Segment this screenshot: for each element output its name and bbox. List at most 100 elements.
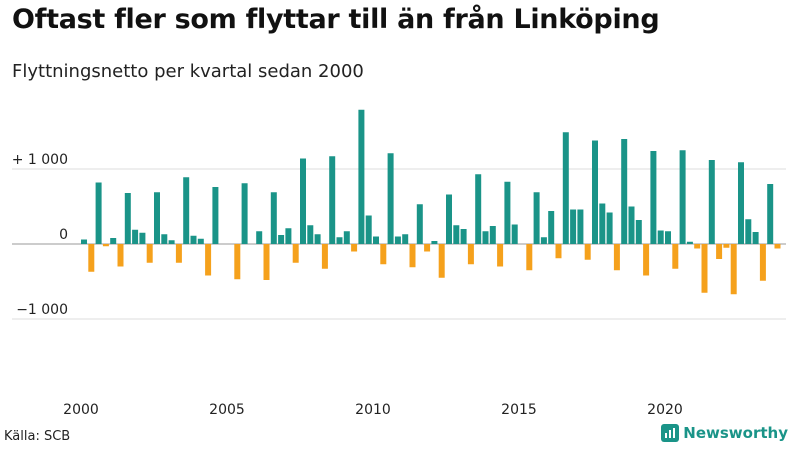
bar	[351, 244, 358, 252]
bar	[285, 228, 292, 244]
bar	[621, 139, 628, 244]
bar	[431, 241, 438, 244]
bar	[504, 181, 511, 244]
bar	[234, 244, 241, 280]
bar	[380, 244, 387, 265]
bar	[482, 231, 489, 244]
bar	[701, 244, 708, 293]
bar	[336, 237, 343, 244]
bar	[124, 193, 131, 244]
bar	[745, 219, 752, 244]
bar	[606, 212, 613, 244]
y-tick-label: 0	[59, 227, 68, 243]
bar	[446, 194, 452, 244]
bar	[577, 209, 584, 244]
bar	[489, 226, 496, 244]
bar	[394, 236, 401, 244]
bar	[438, 244, 445, 278]
bar	[197, 238, 204, 244]
x-tick-label: 2000	[63, 402, 99, 418]
bar	[686, 241, 693, 244]
bar	[416, 204, 423, 244]
bar	[314, 234, 321, 244]
x-axis-labels: 2000 2005 2010 2015 2020	[63, 402, 683, 418]
bar	[584, 244, 591, 260]
bar	[161, 234, 168, 244]
bar	[511, 224, 518, 244]
bar	[95, 182, 102, 244]
bar	[321, 244, 328, 269]
bar	[139, 232, 146, 244]
y-tick-label: + 1 000	[12, 152, 68, 168]
bar	[774, 244, 781, 249]
bar	[365, 215, 372, 244]
bar	[460, 229, 467, 244]
bar	[88, 244, 95, 272]
bar	[679, 150, 686, 244]
bar	[665, 231, 671, 244]
bar	[278, 235, 285, 244]
bar	[752, 232, 759, 244]
x-tick-label: 2015	[501, 402, 537, 418]
bar	[548, 211, 555, 244]
bar	[570, 209, 577, 244]
bar	[205, 244, 212, 276]
bar	[329, 156, 336, 244]
chart-subtitle: Flyttningsnetto per kvartal sedan 2000	[12, 61, 364, 82]
x-tick-label: 2005	[209, 402, 245, 418]
bar	[102, 244, 109, 247]
bar	[300, 158, 306, 244]
bar	[343, 231, 350, 244]
y-axis-labels: + 1 000 0 −1 000	[12, 152, 68, 318]
bar	[716, 244, 723, 259]
bar	[497, 244, 504, 267]
bar	[154, 192, 160, 244]
y-tick-label: −1 000	[16, 302, 68, 318]
bar	[657, 230, 664, 244]
bar	[672, 244, 679, 269]
bar	[694, 244, 701, 249]
bar	[292, 244, 299, 263]
bar	[117, 244, 124, 267]
bar	[358, 109, 365, 244]
bar	[526, 244, 533, 271]
bar	[270, 192, 277, 244]
bar	[307, 225, 314, 244]
bar	[81, 239, 87, 244]
brand-name: Newsworthy	[683, 424, 788, 442]
bar	[424, 244, 431, 252]
bar	[256, 231, 263, 244]
bar	[533, 192, 540, 244]
chart-title: Oftast fler som flyttar till än från Lin…	[12, 4, 660, 35]
bar	[562, 132, 569, 244]
bar-chart: + 1 000 0 −1 000 2000 2005 2010 2015 2020	[12, 109, 786, 418]
bar	[183, 177, 190, 244]
bar	[635, 220, 642, 244]
bar	[402, 234, 409, 244]
bar	[730, 244, 737, 295]
source-label: Källa: SCB	[4, 429, 71, 444]
bar	[613, 244, 620, 271]
bar	[475, 174, 482, 244]
bar	[540, 237, 547, 244]
bar	[190, 235, 197, 244]
bar	[643, 244, 650, 276]
bar	[212, 187, 219, 244]
bar	[650, 151, 657, 244]
x-tick-label: 2010	[355, 402, 391, 418]
bar	[738, 162, 744, 244]
bar	[759, 244, 766, 281]
bar	[467, 244, 474, 265]
bar	[599, 203, 606, 244]
bars	[81, 109, 781, 295]
bar	[555, 244, 562, 259]
bar	[168, 240, 175, 244]
bar	[263, 244, 270, 280]
bar	[767, 184, 774, 244]
newsworthy-logo-icon	[661, 424, 680, 442]
x-tick-label: 2020	[647, 402, 683, 418]
bar	[241, 183, 248, 244]
bar	[387, 153, 394, 244]
bar	[708, 160, 715, 244]
brand: Newsworthy	[661, 424, 788, 442]
